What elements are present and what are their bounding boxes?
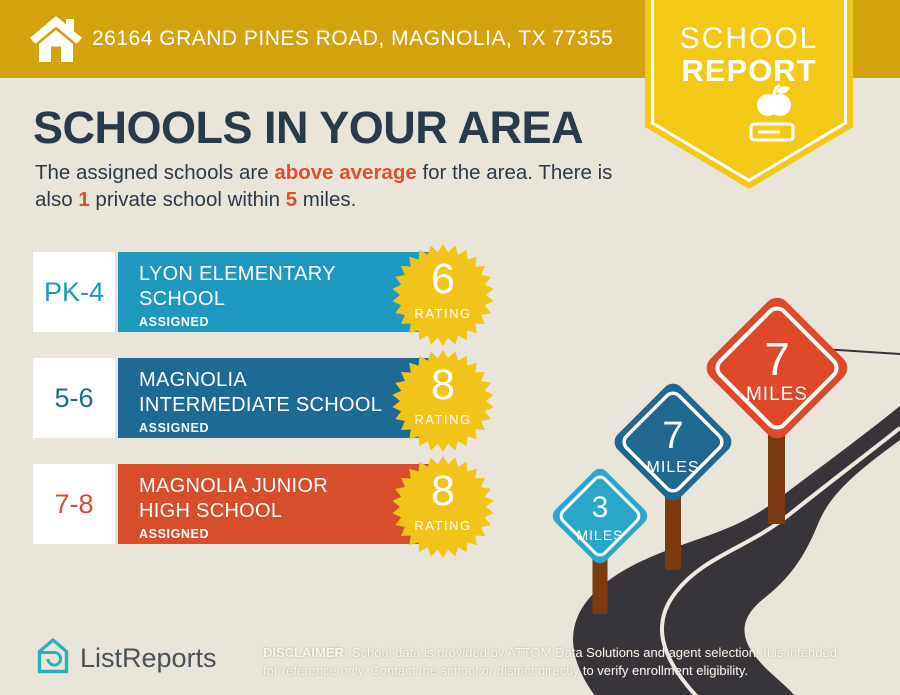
starburst-shape	[392, 456, 494, 558]
house-icon	[30, 16, 82, 67]
brand-name: ListReports	[80, 643, 217, 673]
rating-value: 8	[431, 361, 455, 409]
disclaimer: DISCLAIMER: School data is provided by A…	[263, 644, 885, 679]
school-assigned-tag: ASSIGNED	[139, 527, 210, 541]
sign-post	[592, 520, 608, 614]
subtitle-line: also 1 private school within 5 miles.	[35, 186, 612, 213]
subtitle-text: private school within	[89, 188, 286, 211]
grade-box: PK-4	[33, 252, 115, 332]
sign-unit: MILES	[646, 459, 699, 476]
listreports-logo: ListReports	[35, 637, 217, 680]
school-assigned-tag: ASSIGNED	[139, 315, 210, 329]
school-name: MAGNOLIA INTERMEDIATE SCHOOL	[139, 369, 383, 416]
school-bar: LYON ELEMENTARY SCHOOL ASSIGNED	[118, 252, 430, 332]
grade-range: PK-4	[43, 276, 105, 307]
disclaimer-label: DISCLAIMER:	[263, 645, 349, 660]
school-name: LYON ELEMENTARY SCHOOL	[139, 263, 336, 310]
subtitle-text: also	[35, 188, 79, 211]
school-assigned-tag: ASSIGNED	[139, 421, 210, 435]
distance-sign-7-miles-red: 7 MILES	[706, 297, 848, 439]
school-name: MAGNOLIA JUNIOR HIGH SCHOOL	[139, 475, 328, 522]
subtitle: The assigned schools are above average f…	[35, 159, 612, 213]
starburst-shape	[392, 350, 494, 452]
sign-post	[665, 445, 681, 570]
distance-sign-3-miles: 3 MILES	[552, 468, 648, 564]
school-bar: MAGNOLIA JUNIOR HIGH SCHOOL ASSIGNED	[118, 464, 430, 544]
subtitle-line: The assigned schools are above average f…	[35, 159, 612, 186]
sign-unit: MILES	[746, 384, 808, 405]
subtitle-text: miles.	[297, 188, 357, 211]
sign-distance: 3	[592, 491, 609, 524]
subtitle-accent-text: 1	[78, 188, 90, 211]
school-bar: MAGNOLIA INTERMEDIATE SCHOOL ASSIGNED	[118, 358, 430, 438]
ribbon-title-line2: REPORT	[681, 53, 817, 88]
school-report-ribbon: SCHOOL REPORT	[645, 0, 853, 190]
school-row: PK-4 LYON ELEMENTARY SCHOOL ASSIGNED 6 R…	[33, 244, 495, 346]
property-address: 26164 GRAND PINES ROAD, MAGNOLIA, TX 773…	[92, 27, 614, 50]
subtitle-accent-text: above average	[274, 161, 417, 184]
sign-unit: MILES	[576, 527, 623, 543]
school-row: 5-6 MAGNOLIA INTERMEDIATE SCHOOL ASSIGNE…	[33, 350, 495, 452]
page-title: SCHOOLS IN YOUR AREA	[33, 102, 584, 153]
rating-value: 6	[431, 255, 455, 303]
road-horizon-line	[807, 347, 900, 355]
grade-box: 7-8	[33, 464, 115, 544]
disclaimer-text: School data is provided by ATTOM Data So…	[263, 645, 837, 678]
subtitle-text: The assigned schools are	[35, 161, 275, 184]
rating-label: RATING	[414, 518, 472, 533]
rating-badge: 8 RATING	[391, 455, 495, 559]
starburst-shape	[392, 244, 494, 346]
school-row: 7-8 MAGNOLIA JUNIOR HIGH SCHOOL ASSIGNED…	[33, 456, 495, 558]
rating-badge: 6 RATING	[391, 243, 495, 347]
grade-range: 5-6	[54, 382, 94, 413]
ribbon-title-line1: SCHOOL	[679, 22, 819, 55]
school-rows: PK-4 LYON ELEMENTARY SCHOOL ASSIGNED 6 R…	[33, 244, 495, 570]
grade-range: 7-8	[54, 488, 94, 519]
subtitle-accent-text: 5	[285, 188, 298, 211]
rating-value: 8	[431, 467, 455, 515]
rating-label: RATING	[414, 306, 472, 321]
rating-badge: 8 RATING	[391, 349, 495, 453]
sign-distance: 7	[662, 415, 683, 457]
sign-post	[768, 370, 785, 524]
sign-distance: 7	[764, 333, 790, 385]
distance-sign-7-miles-blue: 7 MILES	[614, 383, 732, 501]
rating-label: RATING	[414, 412, 472, 427]
grade-box: 5-6	[33, 358, 115, 438]
subtitle-text: for the area. There is	[416, 161, 613, 184]
listreports-house-icon	[35, 637, 71, 680]
